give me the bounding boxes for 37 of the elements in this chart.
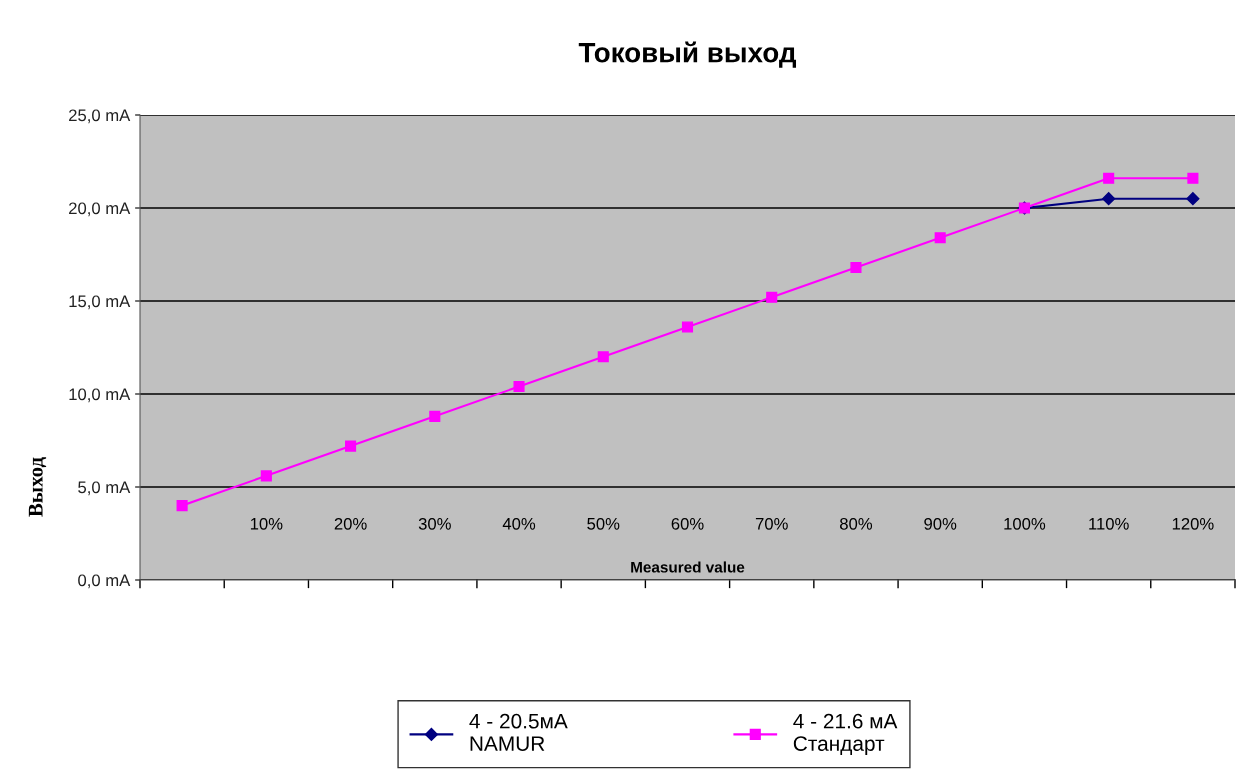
point <box>176 500 188 512</box>
x-tick-label: 110% <box>1089 517 1129 530</box>
point <box>681 321 694 333</box>
point <box>850 261 862 274</box>
legend-label: 4 - 20.5мА NAMUR <box>469 713 568 751</box>
y-axis-title: Выход <box>28 457 47 517</box>
y-tick-label: 15,0 mA <box>69 295 131 310</box>
x-tick-label: 30% <box>418 517 451 530</box>
x-tick-label: 80% <box>840 517 873 530</box>
y-tick-label: 0,0 mA <box>78 574 131 589</box>
y-tick-label: 20,0 mA <box>69 202 131 217</box>
point <box>345 440 357 452</box>
point <box>429 410 441 422</box>
point <box>934 232 946 244</box>
x-axis-title: Measured value <box>631 561 745 573</box>
legend-label: 4 - 21.6 мА Стандарт <box>793 713 898 756</box>
x-tick-label: 90% <box>924 517 957 530</box>
point <box>1186 192 1200 206</box>
x-tick-label: 60% <box>671 517 704 530</box>
point <box>597 351 609 363</box>
x-tick-label: 50% <box>587 517 620 530</box>
x-tick-label: 70% <box>755 517 788 530</box>
x-tick-label: 40% <box>502 517 536 530</box>
x-tick-label: 100% <box>1004 517 1046 530</box>
x-tick-label: 120% <box>1172 517 1214 530</box>
y-tick-label: 5,0 mA <box>78 481 131 496</box>
point <box>766 291 778 303</box>
x-tick-label: 20% <box>334 517 367 530</box>
y-tick-label: 25,0 mA <box>69 109 131 124</box>
point <box>1187 172 1199 184</box>
x-tick-label: 10% <box>250 517 283 530</box>
point <box>1102 192 1116 206</box>
y-tick-label: 10,0 mA <box>69 388 131 403</box>
point <box>513 381 525 393</box>
point <box>260 470 272 482</box>
chart-title: Токовый выход <box>578 41 797 68</box>
point <box>1103 172 1115 184</box>
